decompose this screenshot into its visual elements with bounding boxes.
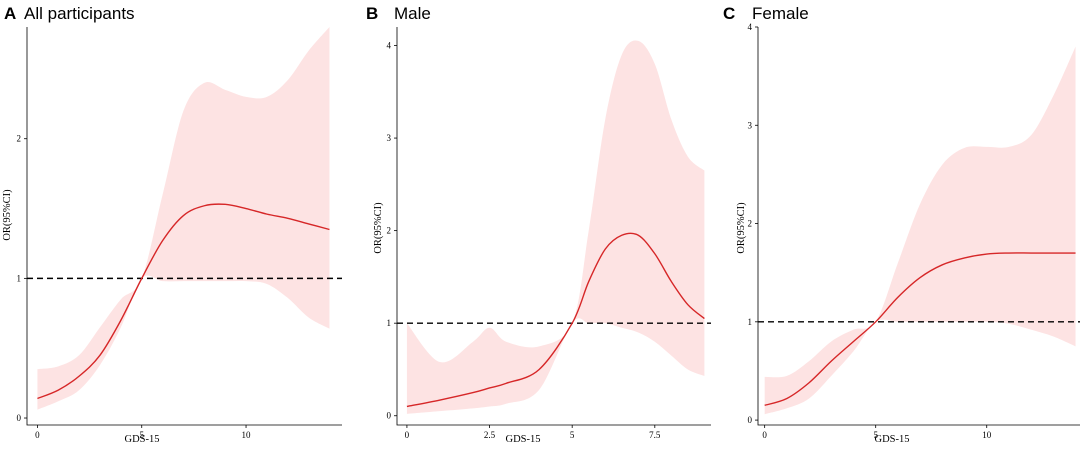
panel-c-female: C Female 0 5 10 0 1 2 3 4 GDS-15 OR(95%CI)	[723, 4, 1080, 445]
panel-c-ticks: 0 5 10 0 1 2 3 4	[748, 22, 992, 440]
panel-c-x-tick-label: 10	[982, 430, 992, 440]
panel-b-ticks: 0 2.5 5 7.5 0 1 2 3 4	[387, 41, 661, 440]
panel-b-male: B Male 0 2.5 5 7.5 0 1 2 3 4 GDS-15 OR(95%CI)	[366, 4, 711, 445]
panel-a-y-tick-label: 0	[17, 413, 22, 423]
panel-b-y-axis-title: OR(95%CI)	[373, 202, 384, 254]
panel-b-y-tick-label: 4	[387, 41, 392, 51]
panel-a-y-axis-title: OR(95%CI)	[2, 189, 13, 241]
panel-b-x-tick-label: 0	[405, 430, 410, 440]
panel-c-y-tick-label: 0	[748, 415, 753, 425]
panel-b-letter: B	[366, 4, 378, 23]
panel-a-ci-band	[37, 27, 330, 410]
panel-a-x-axis-title: GDS-15	[124, 434, 159, 445]
panel-c-x-tick-label: 5	[873, 430, 878, 440]
panel-c-x-tick-label: 0	[762, 430, 767, 440]
panel-b-x-tick-label: 2.5	[484, 430, 496, 440]
panel-b-x-tick-label: 5	[570, 430, 575, 440]
panel-c-x-axis-title: GDS-15	[874, 434, 909, 445]
panel-a-x-tick-label: 10	[242, 430, 252, 440]
panel-b-title: Male	[394, 4, 431, 23]
panel-b-y-tick-label: 1	[387, 318, 392, 328]
panel-b-or-curve	[406, 232, 705, 408]
panel-a-ticks: 0 5 10 0 1 2	[17, 134, 252, 440]
panel-b-x-axis-title: GDS-15	[505, 434, 540, 445]
panel-b-y-tick-label: 3	[387, 133, 392, 143]
panel-c-y-tick-label: 1	[748, 317, 753, 327]
panel-a-or-curve	[37, 203, 330, 400]
panel-b-y-tick-label: 0	[387, 411, 392, 421]
panel-c-y-tick-label: 4	[748, 22, 753, 32]
panel-a-x-tick-label: 5	[139, 430, 144, 440]
panel-c-title: Female	[752, 4, 809, 23]
panel-a-letter: A	[4, 4, 16, 23]
panel-c-ci-band	[764, 46, 1076, 415]
panel-b-ci-band	[406, 40, 705, 414]
panel-c-y-tick-label: 3	[748, 120, 753, 130]
panel-a-y-tick-label: 2	[17, 134, 22, 144]
panel-b-axes	[396, 27, 711, 426]
panel-a-y-tick-label: 1	[17, 273, 22, 283]
panel-a-axes	[26, 27, 342, 426]
panel-c-letter: C	[723, 4, 735, 23]
panel-c-y-axis-title: OR(95%CI)	[736, 202, 747, 254]
panel-c-axes	[757, 27, 1080, 426]
panel-b-y-tick-label: 2	[387, 226, 392, 236]
panel-c-y-tick-label: 2	[748, 219, 753, 229]
panel-b-x-tick-label: 7.5	[649, 430, 661, 440]
panel-c-or-curve	[764, 252, 1076, 407]
panel-a-all-participants: A All participants 0 5 10 0 1 2 GDS-15 OR(95%…	[2, 4, 342, 445]
panel-a-x-tick-label: 0	[35, 430, 40, 440]
panel-a-title: All participants	[24, 4, 135, 23]
